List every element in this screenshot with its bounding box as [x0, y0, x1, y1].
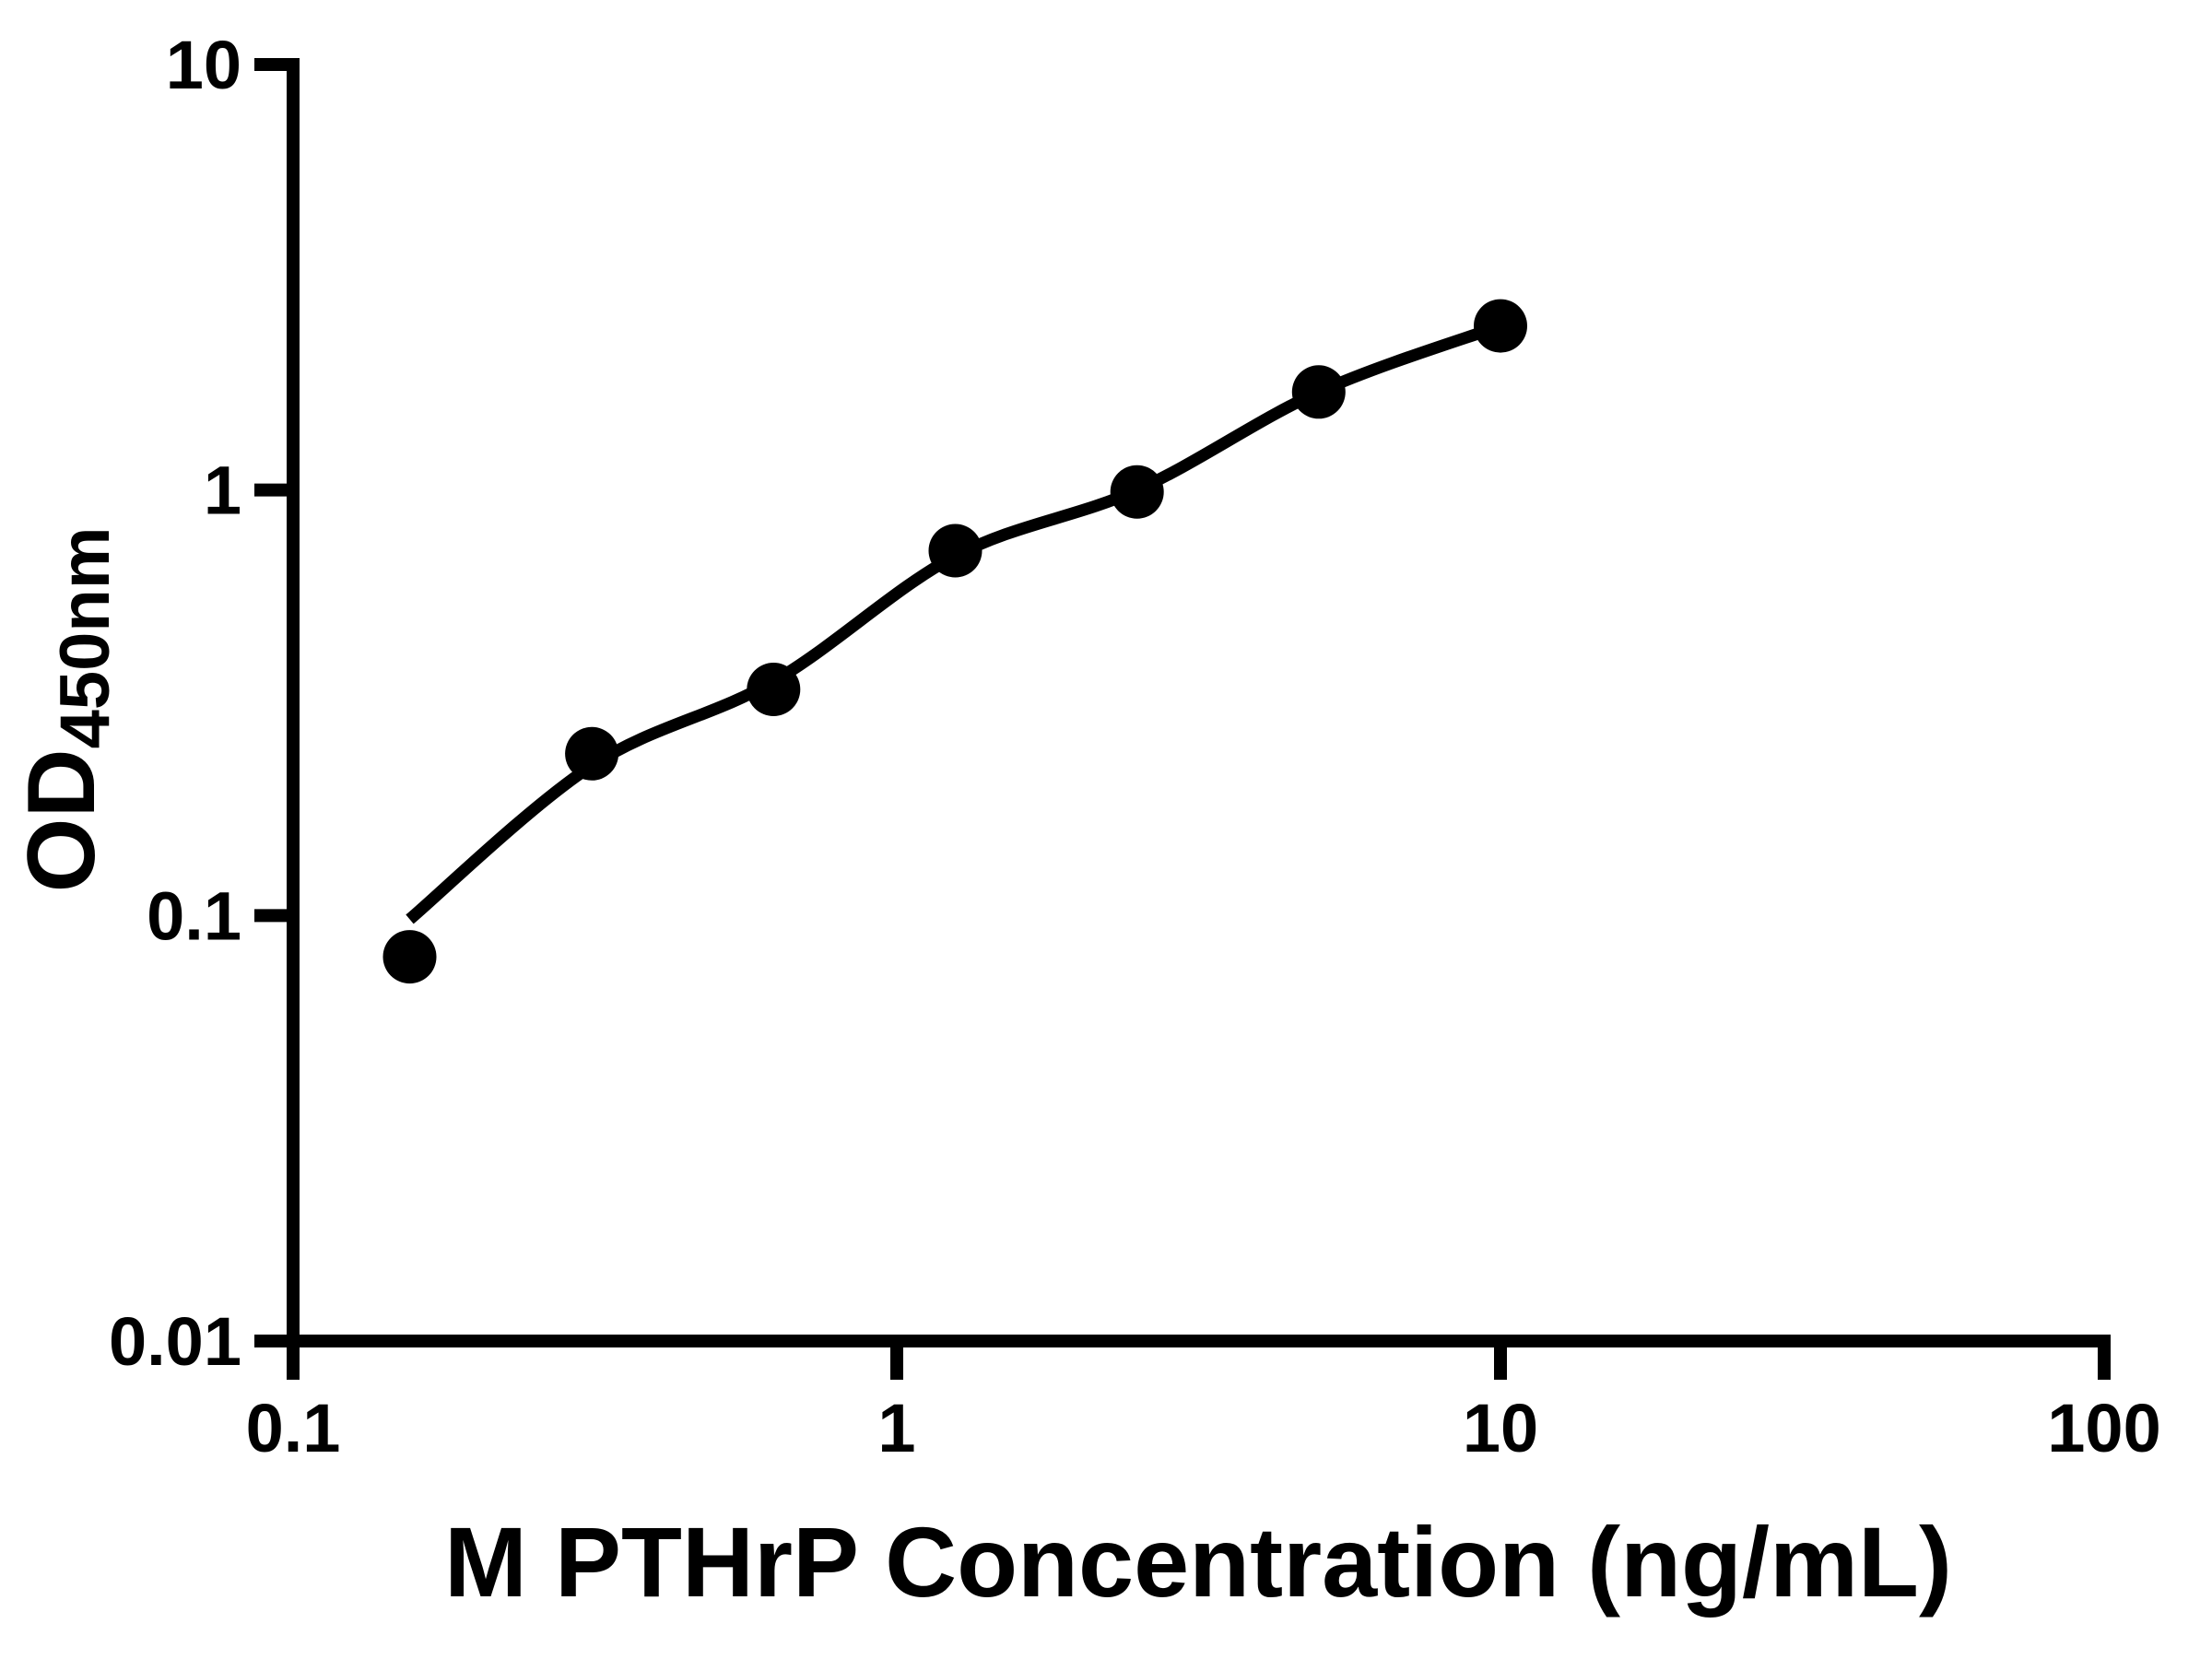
data-point-layer	[382, 299, 1527, 984]
fit-curve-path	[406, 320, 1503, 924]
data-point	[747, 663, 801, 716]
data-point	[1474, 299, 1527, 353]
y-tick-label: 1	[204, 453, 241, 529]
y-tick-label: 10	[166, 27, 241, 103]
x-tick-label: 0.1	[246, 1390, 341, 1466]
y-axis-title: OD450nm	[8, 527, 124, 893]
data-point	[928, 524, 982, 578]
x-tick-label: 1	[877, 1390, 915, 1466]
fit-curve-layer	[406, 320, 1503, 924]
x-tick-label: 100	[2047, 1390, 2160, 1466]
x-tick-label: 10	[1463, 1390, 1538, 1466]
y-axis-title-sub: 450nm	[46, 527, 124, 749]
data-point	[1110, 465, 1164, 519]
data-point	[1291, 365, 1346, 419]
y-axis-title-main: OD	[8, 748, 115, 892]
data-point	[565, 726, 619, 781]
data-point	[382, 930, 437, 984]
y-tick-label: 0.1	[147, 877, 241, 954]
y-tick-label: 0.01	[109, 1303, 241, 1380]
x-axis-title: M PTHrP Concentration (ng/mL)	[444, 1506, 1952, 1618]
axis-layer	[254, 58, 2111, 1380]
